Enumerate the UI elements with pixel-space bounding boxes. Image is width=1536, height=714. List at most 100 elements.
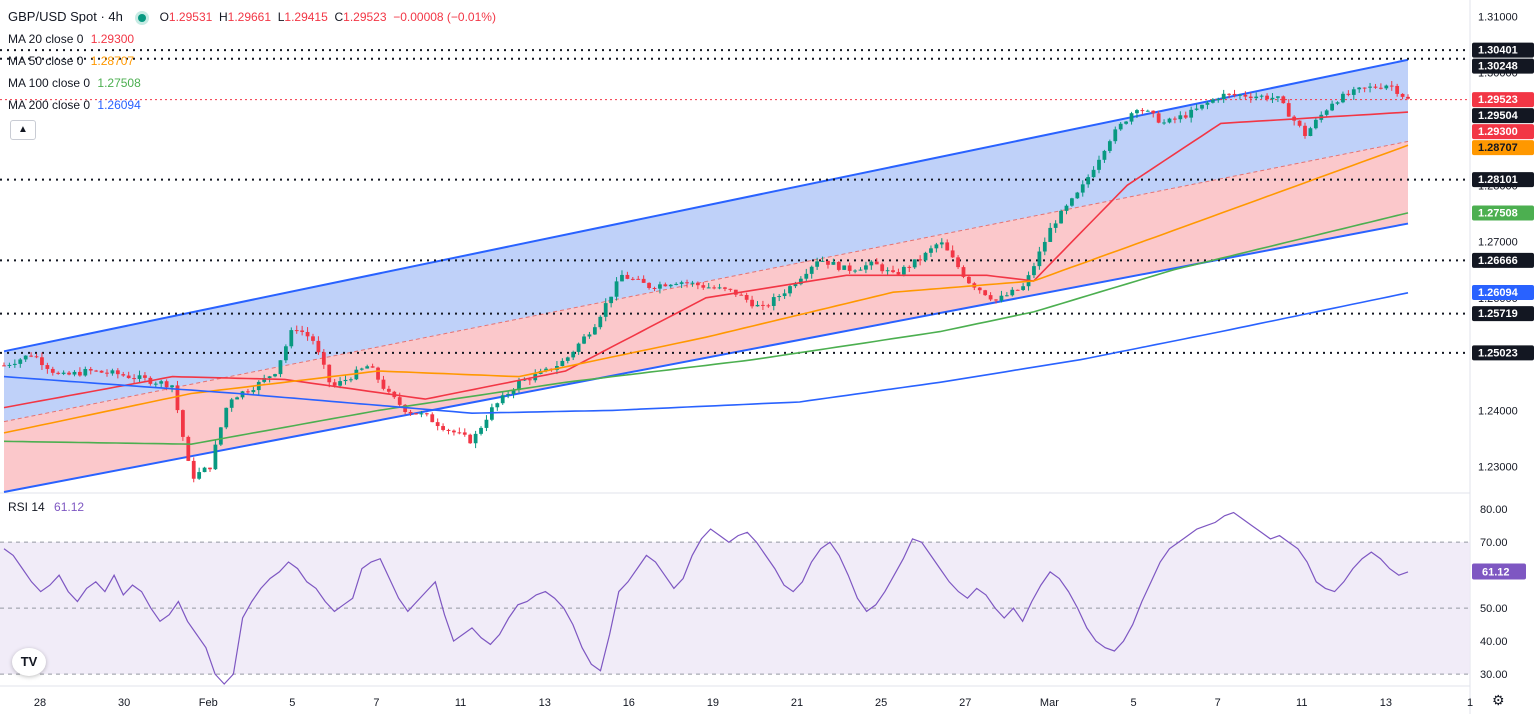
candle-body <box>164 381 169 388</box>
candle-body <box>544 368 548 372</box>
price-label-bg <box>1472 306 1534 322</box>
price-label-bg <box>1472 345 1534 361</box>
candle-body <box>690 282 695 284</box>
candle-body <box>1015 289 1020 291</box>
candle-body <box>896 272 901 275</box>
chevron-up-icon[interactable]: ▲ <box>10 120 36 140</box>
candle-body <box>636 278 641 280</box>
candle-body <box>267 376 272 378</box>
candle-body <box>847 265 852 271</box>
candle-body <box>99 370 104 373</box>
candle-body <box>527 379 532 381</box>
candle-body <box>78 371 82 376</box>
candle-body <box>251 390 256 393</box>
candle-body <box>262 377 267 382</box>
candle-body <box>468 434 473 444</box>
candle-body <box>452 430 456 433</box>
candle-body <box>506 394 511 396</box>
symbol-title[interactable]: GBP/USD Spot · 4h <box>8 9 123 24</box>
candle-body <box>1259 95 1264 97</box>
candle-body <box>798 278 803 285</box>
candle-body <box>571 351 576 358</box>
candle-body <box>712 287 717 289</box>
candle-body <box>300 330 305 332</box>
rsi-tick-label: 80.00 <box>1480 504 1508 516</box>
ma-legend-row[interactable]: MA 200 close 0 1.26094 <box>8 94 496 116</box>
candle-body <box>1221 93 1226 100</box>
candle-body <box>587 334 592 337</box>
candle-body <box>603 303 608 317</box>
time-tick-label: 11 <box>455 697 466 709</box>
candle-body <box>695 282 700 286</box>
candle-body <box>376 367 380 380</box>
rsi-tick-label: 40.00 <box>1480 636 1508 648</box>
tradingview-logo[interactable]: TV <box>12 648 46 676</box>
candle-body <box>365 366 370 369</box>
candle-body <box>1183 115 1188 118</box>
price-label: 1.30248 <box>1478 61 1518 73</box>
candle-body <box>728 288 733 290</box>
candle-body <box>403 404 408 412</box>
candle-body <box>7 364 12 366</box>
time-tick-label: 5 <box>1130 697 1136 709</box>
candle-body <box>1162 122 1166 124</box>
candle-body <box>1248 96 1253 99</box>
candle-body <box>72 371 77 375</box>
rsi-value: 61.12 <box>54 500 85 514</box>
candle-body <box>56 372 61 374</box>
rsi-last-label-bg <box>1472 563 1526 580</box>
candle-body <box>34 356 39 358</box>
candle-body <box>283 346 288 361</box>
price-label-bg <box>1472 92 1534 108</box>
ma-legend-row[interactable]: MA 50 close 0 1.28707 <box>8 50 496 72</box>
time-tick-label: 13 <box>539 697 551 709</box>
candle-body <box>1086 177 1091 185</box>
candle-body <box>1216 99 1221 101</box>
time-tick-label: Mar <box>1040 697 1059 709</box>
symbol-row: GBP/USD Spot · 4h O1.29531 H1.29661 L1.2… <box>8 6 496 28</box>
candle-body <box>658 284 662 289</box>
candle-body <box>815 261 820 267</box>
candle-body <box>826 260 830 265</box>
candle-body <box>939 242 944 245</box>
candle-body <box>1400 93 1405 97</box>
candle-body <box>1395 85 1400 94</box>
candle-body <box>891 270 895 273</box>
rsi-legend[interactable]: RSI 14 61.12 <box>8 500 84 514</box>
candle-body <box>1135 110 1139 114</box>
candle-body <box>598 316 603 328</box>
candle-body <box>961 267 966 277</box>
candle-body <box>771 297 776 306</box>
rsi-tick-label: 70.00 <box>1480 537 1508 549</box>
candle-body <box>1102 150 1107 160</box>
candle-body <box>1156 113 1161 123</box>
candle-body <box>582 336 586 344</box>
ohlc-values: O1.29531 H1.29661 L1.29415 C1.29523 −0.0… <box>159 10 496 24</box>
candle-body <box>788 286 792 294</box>
price-label-bg <box>1472 140 1534 156</box>
candle-body <box>294 330 299 332</box>
ma50-label: MA 50 close 0 <box>8 54 84 68</box>
price-label: 1.30401 <box>1478 45 1518 57</box>
gear-icon[interactable]: ⚙ <box>1492 692 1505 708</box>
ma-legend-row[interactable]: MA 20 close 0 1.29300 <box>8 28 496 50</box>
candle-body <box>88 368 93 371</box>
candle-body <box>50 368 55 373</box>
time-tick-label: 21 <box>791 697 803 709</box>
candle-body <box>1173 118 1177 120</box>
price-label-bg <box>1472 285 1534 301</box>
candle-body <box>782 293 787 297</box>
candles <box>2 80 1410 483</box>
candle-body <box>836 261 841 270</box>
candle-body <box>912 259 917 268</box>
ma-legend-row[interactable]: MA 100 close 0 1.27508 <box>8 72 496 94</box>
candle-body <box>1297 120 1302 126</box>
price-label: 1.26666 <box>1478 255 1518 267</box>
candle-body <box>1351 89 1356 95</box>
rsi-last-label: 61.12 <box>1482 566 1510 578</box>
ma20-label: MA 20 close 0 <box>8 32 84 46</box>
candle-body <box>1053 223 1058 228</box>
candle-body <box>473 433 478 444</box>
candle-body <box>29 355 33 357</box>
